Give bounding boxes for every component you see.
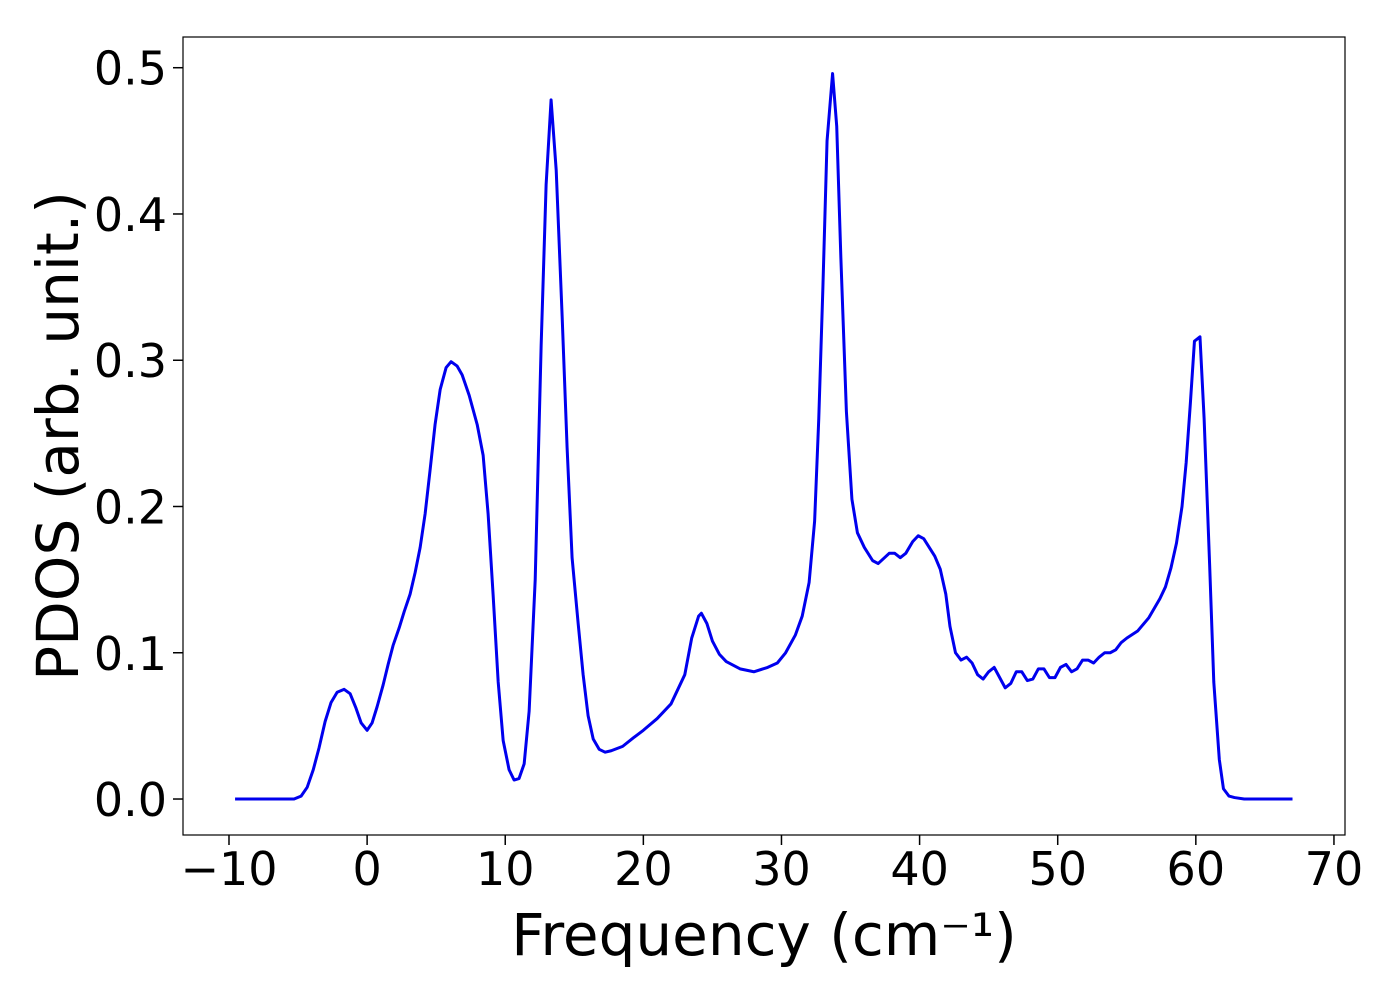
y-tick-label: 0.2	[94, 480, 167, 534]
x-tick-label: 60	[1167, 842, 1226, 896]
x-tick-label: 70	[1305, 842, 1364, 896]
x-tick-label: 10	[476, 842, 535, 896]
y-tick-label: 0.0	[94, 773, 167, 827]
x-tick-label: −10	[180, 842, 277, 896]
x-tick-label: 0	[352, 842, 381, 896]
y-axis-label: PDOS (arb. unit.)	[24, 191, 92, 681]
x-tick-label: 50	[1028, 842, 1087, 896]
plot-frame	[182, 36, 1346, 836]
x-tick-label: 20	[614, 842, 673, 896]
y-tick-label: 0.5	[94, 42, 167, 96]
x-tick-label: 30	[752, 842, 811, 896]
x-tick-label: 40	[890, 842, 949, 896]
x-axis-label: Frequency (cm⁻¹)	[511, 901, 1017, 969]
y-tick-label: 0.3	[94, 334, 167, 388]
y-tick-label: 0.1	[94, 627, 167, 681]
data-line	[235, 72, 1293, 801]
y-tick-label: 0.4	[94, 188, 167, 242]
